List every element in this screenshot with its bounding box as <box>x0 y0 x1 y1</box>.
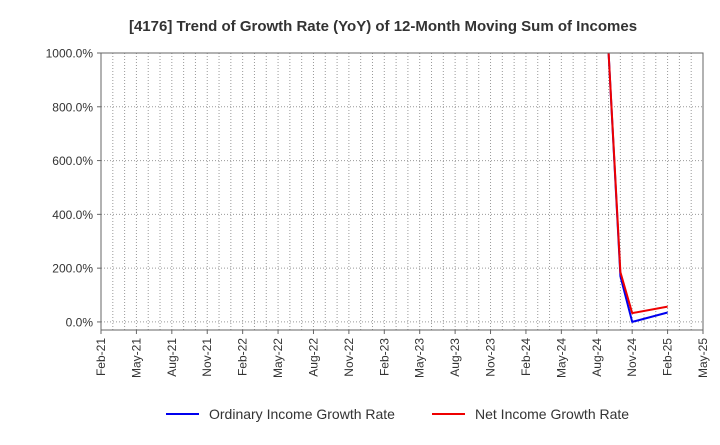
y-axis: 0.0% 200.0% 400.0% 600.0% 800.0% 1000.0% <box>46 47 101 329</box>
x-tick-label: May-21 <box>129 338 143 378</box>
x-tick-label: May-25 <box>696 338 710 378</box>
x-tick-label: Nov-23 <box>484 338 498 377</box>
x-tick-label: May-22 <box>271 338 285 378</box>
series-line-net-income-growth-rate <box>607 53 668 315</box>
x-tick-label: Nov-22 <box>342 338 356 377</box>
x-tick-label: Nov-21 <box>200 338 214 377</box>
x-tick-label: Feb-22 <box>236 338 250 376</box>
x-tick-label: Aug-23 <box>448 338 462 377</box>
x-tick-label: May-23 <box>413 338 427 378</box>
series-line-ordinary-income-growth-rate <box>607 53 668 323</box>
x-tick-label: Aug-21 <box>165 338 179 377</box>
plot-frame <box>100 52 704 331</box>
x-tick-label: Nov-24 <box>625 338 639 377</box>
chart-title: [4176] Trend of Growth Rate (YoY) of 12-… <box>129 18 637 35</box>
x-tick-label: May-24 <box>554 338 568 378</box>
x-tick-label: Feb-23 <box>377 338 391 376</box>
y-tick-label: 200.0% <box>52 262 93 276</box>
x-tick-label: Feb-24 <box>519 338 533 376</box>
x-tick-label: Feb-21 <box>94 338 108 376</box>
grid <box>100 52 704 330</box>
y-tick-label: 600.0% <box>52 154 93 168</box>
y-tick-label: 0.0% <box>66 315 94 329</box>
x-tick-label: Aug-22 <box>306 338 320 377</box>
y-tick-label: 400.0% <box>52 208 93 222</box>
legend-label: Ordinary Income Growth Rate <box>209 406 395 422</box>
x-tick-label: Aug-24 <box>590 338 604 377</box>
x-axis: Feb-21 May-21 Aug-21 Nov-21 Feb-22 May-22 Aug-… <box>94 330 710 378</box>
y-tick-label: 1000.0% <box>46 47 94 61</box>
plot-area <box>607 53 668 323</box>
legend-label: Net Income Growth Rate <box>475 406 629 422</box>
x-tick-label: Feb-25 <box>661 338 675 376</box>
legend: Ordinary Income Growth Rate Net Income Gr… <box>166 406 629 422</box>
y-tick-label: 800.0% <box>52 100 93 114</box>
